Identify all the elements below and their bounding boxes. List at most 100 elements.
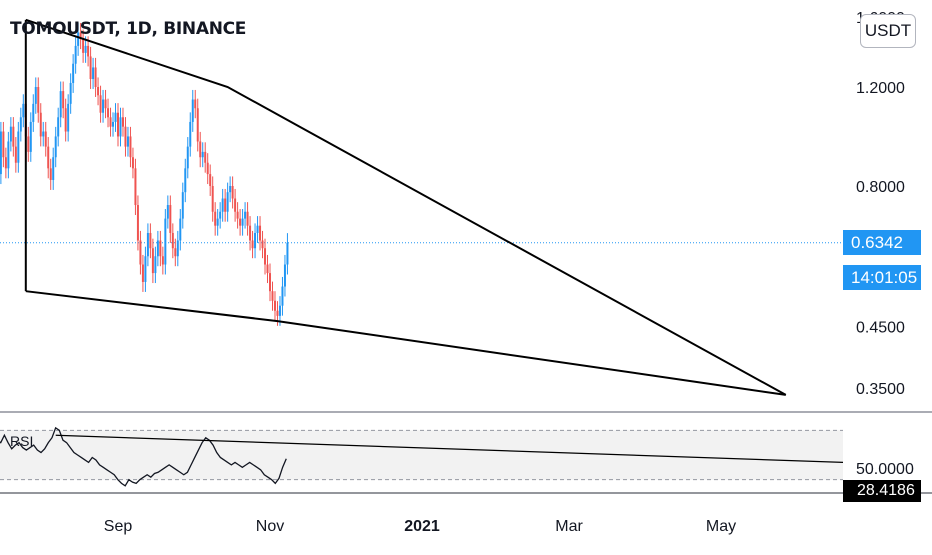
candle-body-87 — [209, 174, 212, 186]
candle-body-30 — [67, 103, 70, 132]
candle-body-78 — [186, 146, 189, 169]
candle-body-8 — [12, 126, 15, 147]
candle-body-86 — [206, 162, 209, 175]
candle-body-3 — [0, 131, 2, 175]
y-tick-label-2: 0.8000 — [856, 179, 905, 196]
candle-body-105 — [254, 232, 257, 249]
candle-body-18 — [37, 87, 40, 113]
candle-body-24 — [52, 157, 55, 180]
candle-body-52 — [121, 117, 124, 127]
candle-body-106 — [256, 225, 259, 233]
rsi-line — [0, 426, 287, 487]
candle-body-84 — [201, 151, 204, 158]
candle-body-91 — [219, 211, 222, 219]
bar-countdown-tag: 14:01:05 — [843, 265, 921, 290]
candle-body-50 — [117, 112, 119, 137]
x-tick-label-1: Nov — [256, 518, 284, 535]
candle-body-56 — [131, 157, 134, 169]
candle-body-9 — [14, 146, 17, 163]
candle-body-55 — [129, 136, 132, 158]
candle-body-45 — [104, 99, 107, 109]
candle-body-67 — [159, 240, 162, 257]
candle-body-79 — [189, 121, 192, 147]
candle-body-80 — [191, 99, 194, 122]
candle-body-112 — [271, 291, 274, 301]
candle-body-44 — [102, 99, 105, 113]
candle-body-113 — [273, 300, 276, 311]
x-tick-label-4: May — [706, 518, 736, 535]
candle-body-85 — [204, 151, 207, 163]
candle-body-61 — [144, 256, 147, 282]
candle-body-17 — [34, 87, 37, 104]
candle-body-64 — [151, 248, 154, 274]
symbol-title: TOMOUSDT, 1D, BINANCE — [10, 19, 247, 39]
x-tick-label-2: 2021 — [404, 518, 440, 535]
candle-body-76 — [181, 192, 184, 219]
candle-body-94 — [226, 192, 229, 212]
candle-body-39 — [89, 56, 92, 79]
candle-body-75 — [179, 218, 182, 241]
candle-body-72 — [171, 232, 174, 249]
candle-body-116 — [281, 286, 284, 306]
candle-body-97 — [234, 198, 237, 212]
candle-body-32 — [72, 63, 75, 83]
candle-body-74 — [176, 240, 179, 257]
candle-body-107 — [259, 225, 262, 241]
candle-body-19 — [39, 112, 42, 137]
candle-body-100 — [241, 218, 244, 226]
candle-body-70 — [166, 205, 169, 219]
rsi-y-tick-label-0: 50.0000 — [856, 461, 914, 478]
candle-body-118 — [286, 242, 289, 265]
candle-body-51 — [119, 117, 122, 137]
trendline-lower — [25, 290, 786, 396]
candle-body-68 — [161, 256, 164, 265]
candle-body-14 — [27, 136, 30, 152]
candle-body-35 — [79, 32, 82, 40]
candle-body-71 — [169, 205, 172, 233]
candle-body-98 — [236, 211, 239, 219]
candle-body-22 — [47, 146, 50, 169]
candle-body-11 — [19, 117, 22, 132]
candle-body-115 — [278, 305, 281, 316]
candle-body-90 — [216, 218, 219, 226]
candle-body-46 — [107, 108, 110, 118]
candle-body-83 — [199, 141, 202, 158]
rsi-value-tag: 28.4186 — [843, 480, 921, 502]
candle-body-81 — [194, 99, 197, 109]
trendline-upper — [25, 18, 787, 396]
y-tick-label-4: 0.4500 — [856, 319, 905, 336]
candle-body-101 — [244, 211, 247, 219]
candle-body-26 — [57, 117, 60, 137]
candle-body-54 — [126, 136, 129, 147]
candle-body-25 — [54, 136, 57, 158]
rsi-trendline — [55, 434, 844, 463]
candle-body-117 — [283, 264, 286, 287]
candle-body-27 — [59, 91, 62, 118]
candle-body-29 — [64, 108, 67, 132]
candle-body-53 — [124, 126, 127, 147]
candle-body-38 — [87, 45, 90, 57]
candle-body-16 — [32, 103, 35, 122]
candle-body-88 — [211, 186, 214, 212]
candle-body-109 — [264, 248, 267, 265]
candle-body-41 — [94, 67, 97, 87]
candle-body-37 — [84, 45, 87, 53]
candle-body-69 — [164, 218, 167, 265]
currency-button[interactable]: USDT — [860, 14, 916, 48]
candle-body-34 — [77, 32, 80, 46]
candle-body-20 — [42, 131, 45, 137]
candle-body-66 — [156, 240, 159, 257]
y-tick-label-1: 1.2000 — [856, 80, 905, 97]
candle-body-21 — [44, 131, 47, 147]
candle-body-65 — [154, 256, 157, 274]
candle-body-99 — [239, 218, 242, 226]
candle-body-31 — [69, 82, 72, 104]
candle-body-108 — [261, 240, 264, 249]
candle-body-95 — [229, 186, 232, 193]
candle-body-111 — [269, 273, 271, 292]
candle-body-4 — [2, 131, 5, 158]
candle-body-5 — [4, 157, 7, 169]
candle-body-62 — [146, 232, 149, 257]
